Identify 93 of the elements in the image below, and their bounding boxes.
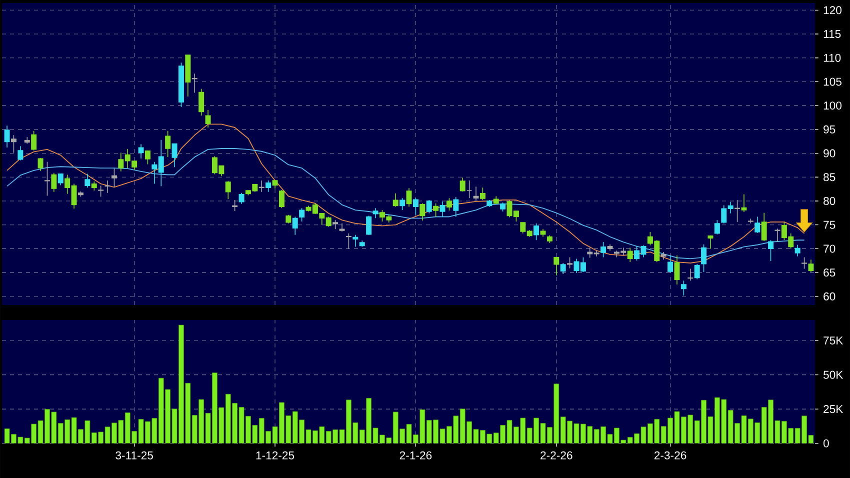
candlestick (346, 233, 352, 250)
candlestick (406, 188, 412, 208)
x-tick-label: 2-2-26 (540, 451, 572, 460)
candlestick (473, 186, 479, 201)
candlestick (761, 212, 767, 242)
candlestick (31, 130, 37, 151)
y-tick-label: 25K (824, 405, 844, 414)
candlestick (10, 134, 16, 154)
y-tick-label: 85 (824, 173, 836, 182)
candlestick (440, 201, 446, 218)
candlestick (258, 180, 264, 192)
candlestick (299, 208, 305, 222)
candlestick (668, 254, 674, 274)
y-tick-label: 100 (824, 102, 842, 110)
y-tick-label: 115 (824, 30, 841, 38)
candlestick (352, 234, 358, 248)
candlestick (372, 208, 378, 219)
candlestick (138, 144, 144, 159)
candlestick (680, 280, 686, 296)
candlestick (426, 200, 432, 214)
candlestick (238, 192, 244, 204)
candlestick (400, 198, 406, 210)
y-tick-label: 65 (824, 268, 836, 277)
candlestick (802, 256, 808, 270)
candlestick (51, 172, 57, 192)
y-tick-label: 95 (824, 125, 836, 134)
candlestick (560, 262, 566, 274)
candlestick (688, 268, 694, 282)
candlestick (111, 168, 117, 188)
x-tick-label: 3-11-25 (116, 451, 153, 460)
candlestick (392, 192, 398, 208)
candlestick (58, 173, 64, 186)
candlestick (38, 158, 44, 172)
candlestick (627, 247, 633, 262)
candlestick (98, 185, 104, 198)
candlestick (292, 216, 298, 236)
candlestick (4, 125, 10, 148)
y-tick-label: 75K (824, 336, 844, 344)
x-tick-label: 1-12-25 (256, 451, 294, 460)
y-tick-label: 60 (824, 292, 836, 300)
candlestick (446, 198, 452, 211)
candlestick (225, 180, 231, 200)
candlestick (44, 161, 50, 196)
y-tick-label: 120 (824, 6, 842, 14)
candlestick (172, 143, 178, 168)
candlestick (366, 215, 372, 236)
candlestick (420, 202, 426, 221)
candlestick (460, 177, 466, 192)
y-tick-label: 90 (824, 149, 836, 158)
candlestick (332, 220, 338, 230)
candlestick (205, 109, 211, 128)
candlestick (165, 130, 171, 158)
x-tick-label: 2-3-26 (654, 451, 686, 460)
candlestick (192, 73, 198, 94)
x-tick-label: 2-1-26 (400, 451, 432, 460)
candlestick (104, 180, 110, 194)
y-tick-label: 70 (824, 244, 836, 253)
candlestick (714, 220, 720, 235)
candlestick (232, 200, 238, 212)
candlestick (708, 234, 714, 250)
y-tick-label: 50K (824, 370, 844, 379)
y-tick-label: 110 (824, 54, 841, 62)
y-tick-label: 80 (824, 196, 836, 205)
candlestick (768, 240, 774, 262)
candlestick (480, 187, 486, 200)
y-tick-label: 105 (824, 78, 842, 86)
candlestick (754, 216, 760, 234)
candlestick (18, 146, 24, 161)
candlestick (412, 198, 418, 216)
candlestick (84, 173, 90, 188)
candlestick (534, 223, 540, 241)
candlestick (266, 180, 272, 192)
candlestick (741, 194, 747, 212)
candlestick (453, 196, 459, 218)
candlestick (466, 180, 472, 199)
candlestick (701, 244, 707, 272)
candlestick (433, 202, 439, 218)
candlestick (554, 256, 560, 276)
candlestick (278, 190, 284, 209)
y-tick-label: 0 (823, 439, 829, 448)
candlestick (144, 150, 150, 165)
y-tick-label: 75 (824, 220, 836, 229)
candlestick (774, 228, 780, 242)
candlestick (694, 264, 700, 280)
candlestick (91, 181, 97, 191)
candlestick (734, 200, 740, 222)
candlestick (198, 88, 204, 116)
candlestick (339, 223, 345, 232)
candlestick (567, 256, 573, 269)
candlestick (500, 202, 506, 212)
candlestick (600, 242, 606, 258)
candlestick (794, 244, 800, 257)
candlestick (674, 254, 680, 285)
